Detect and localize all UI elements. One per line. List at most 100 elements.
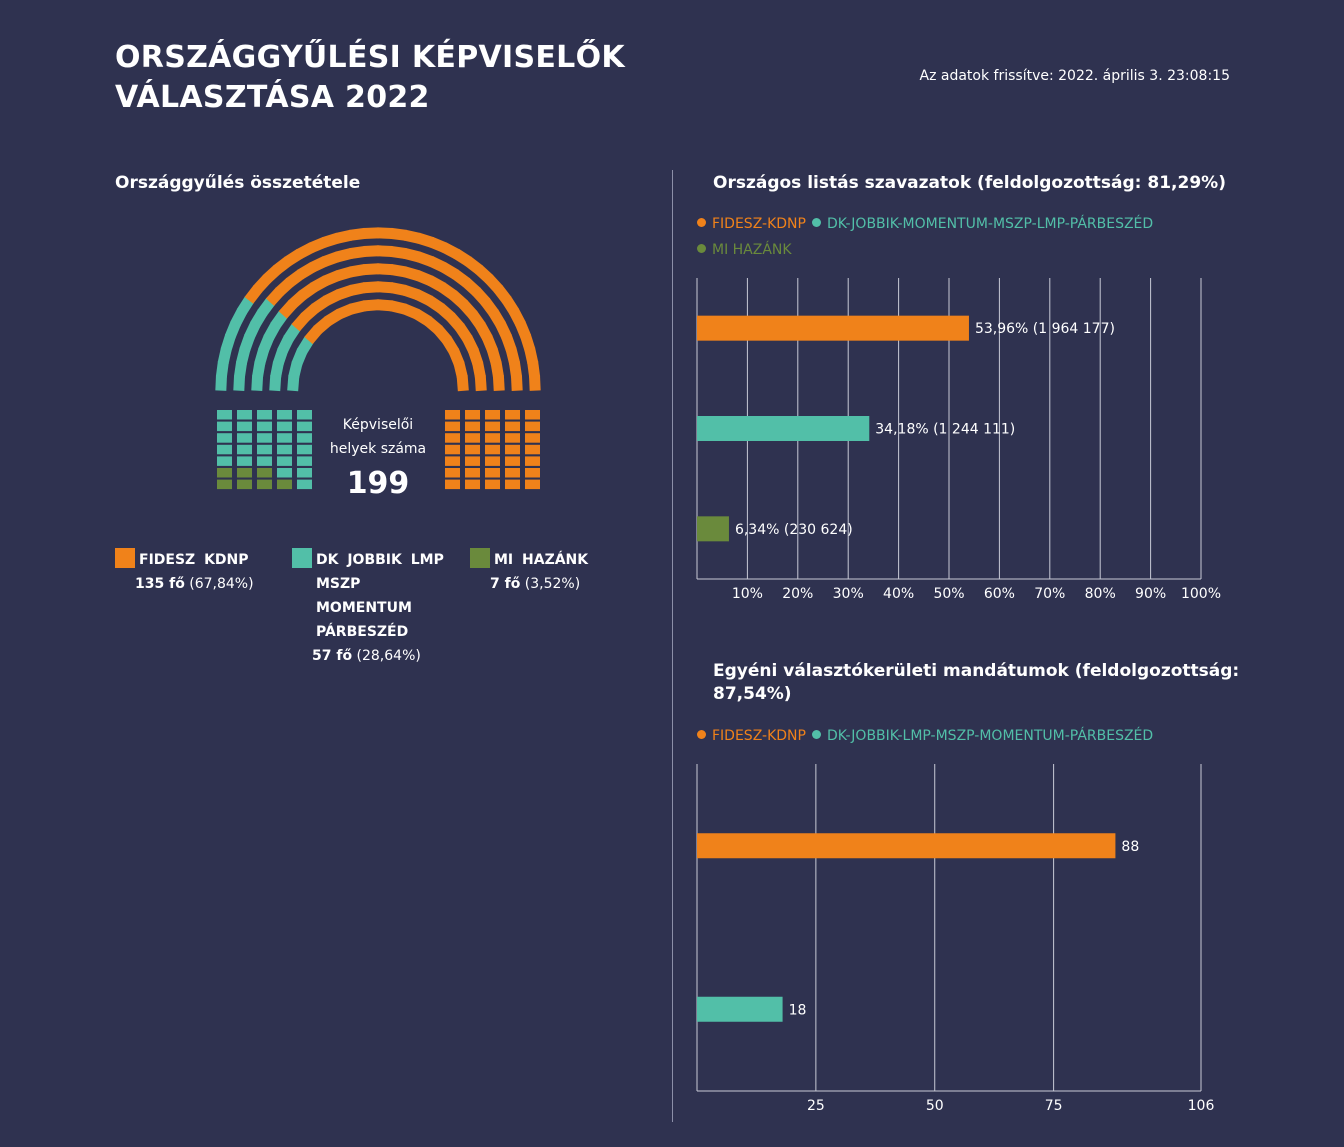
seat xyxy=(529,375,541,391)
seat xyxy=(485,456,500,466)
seat xyxy=(445,479,460,490)
legend-dot-icon xyxy=(697,730,706,739)
party-legend-opposition: DK JOBBIK LMP MSZP MOMENTUM PÁRBESZÉD 57… xyxy=(292,548,462,668)
seat xyxy=(335,248,353,263)
seat xyxy=(389,264,407,278)
list-votes-data-label: 53,96% (1 964 177) xyxy=(975,321,1115,337)
seat xyxy=(336,303,355,320)
seat xyxy=(233,361,248,378)
seat xyxy=(525,421,540,432)
seat-total-label: Képviselői helyek száma xyxy=(329,417,427,457)
seat xyxy=(515,320,532,339)
seat xyxy=(230,308,248,327)
seat xyxy=(501,296,520,315)
seat xyxy=(505,433,520,443)
seat xyxy=(233,375,246,391)
district-seats-legend-item: DK-JOBBIK-LMP-MSZP-MOMENTUM-PÁRBESZÉD xyxy=(811,723,1154,749)
seat xyxy=(445,468,460,478)
list-votes-tick-label: 70% xyxy=(1034,586,1065,602)
seat xyxy=(270,361,284,379)
seat xyxy=(462,335,479,354)
seat-total-value: 199 xyxy=(346,466,410,501)
list-votes-legend-label: DK-JOBBIK-MOMENTUM-MSZP-LMP-PÁRBESZÉD xyxy=(826,216,1154,232)
seat xyxy=(505,347,520,365)
seat xyxy=(296,242,315,260)
seat xyxy=(321,232,340,248)
party-name-mihazank: MI HAZÁNK xyxy=(494,552,589,568)
party-name-fidesz: FIDESZ KDNP xyxy=(139,552,249,568)
seat xyxy=(215,361,229,378)
seat xyxy=(377,227,393,239)
district-seats-legend-label: DK-JOBBIK-LMP-MSZP-MOMENTUM-PÁRBESZÉD xyxy=(826,728,1154,744)
seat xyxy=(445,456,460,466)
seat xyxy=(284,248,303,267)
seat xyxy=(239,334,255,353)
seat xyxy=(445,410,460,420)
seat xyxy=(525,433,540,443)
list-votes-tick-label: 10% xyxy=(732,586,763,602)
seat xyxy=(505,444,520,455)
seat xyxy=(217,347,232,365)
list-votes-bar xyxy=(697,315,969,341)
seat xyxy=(297,262,316,280)
seat xyxy=(377,245,393,258)
list-votes-data-label: 34,18% (1 244 111) xyxy=(875,422,1015,438)
seat xyxy=(236,347,251,365)
seat xyxy=(402,266,421,282)
seat xyxy=(403,248,421,263)
seat xyxy=(322,251,341,267)
seat xyxy=(465,433,480,443)
seat xyxy=(403,229,421,244)
seat xyxy=(389,300,407,315)
district-seats-tick-label: 25 xyxy=(807,1098,825,1114)
seat xyxy=(505,410,520,420)
list-votes-legend-item: FIDESZ-KDNP xyxy=(697,211,806,237)
seat xyxy=(525,410,540,420)
seat xyxy=(257,479,272,490)
list-votes-tick-label: 90% xyxy=(1135,586,1166,602)
seat xyxy=(217,410,232,420)
seat xyxy=(527,361,541,378)
seat xyxy=(237,456,252,466)
seat xyxy=(217,421,232,432)
party-legend-mihazank: MI HAZÁNK 7 fő (3,52%) xyxy=(470,548,620,596)
seat xyxy=(257,444,272,455)
district-seats-legend-label: FIDESZ-KDNP xyxy=(712,728,806,744)
legend-dot-icon xyxy=(697,244,706,253)
list-votes-legend-label: FIDESZ-KDNP xyxy=(712,216,806,232)
parliament-seats xyxy=(215,227,541,490)
seat xyxy=(501,334,517,353)
seat xyxy=(474,375,487,392)
list-votes-tick-label: 100% xyxy=(1181,586,1221,602)
district-seats-data-label: 88 xyxy=(1121,839,1139,855)
seat xyxy=(322,270,341,287)
seat xyxy=(485,468,500,478)
seat xyxy=(390,227,407,241)
district-seats-gridlines xyxy=(815,764,1202,1091)
seat xyxy=(349,300,367,315)
seat xyxy=(251,375,264,392)
seat xyxy=(485,410,500,420)
list-votes-tick-label: 80% xyxy=(1085,586,1116,602)
district-seats-bar xyxy=(697,833,1116,859)
seat xyxy=(272,348,289,366)
seat xyxy=(217,444,232,455)
parliament-title: Országgyűlés összetétele xyxy=(115,173,361,193)
party-swatch-fidesz xyxy=(115,548,135,568)
party-stat-mihazank: 7 fő (3,52%) xyxy=(490,576,581,592)
seat xyxy=(524,347,539,365)
seat xyxy=(349,282,367,296)
page-title: ORSZÁGGYŰLÉSI KÉPVISELŐK VÁLASZTÁSA 2022 xyxy=(115,40,625,115)
seat xyxy=(336,284,354,301)
column-divider xyxy=(672,170,673,1122)
seat xyxy=(237,479,252,490)
legend-dot-icon xyxy=(811,218,821,227)
party-name-opposition: DK JOBBIK LMP MSZP MOMENTUM PÁRBESZÉD xyxy=(316,552,444,640)
seat xyxy=(363,245,379,258)
seat xyxy=(445,421,460,432)
seat xyxy=(335,266,354,282)
seat xyxy=(488,309,506,328)
seat xyxy=(456,375,469,392)
seat xyxy=(349,227,366,241)
seat xyxy=(416,232,435,248)
